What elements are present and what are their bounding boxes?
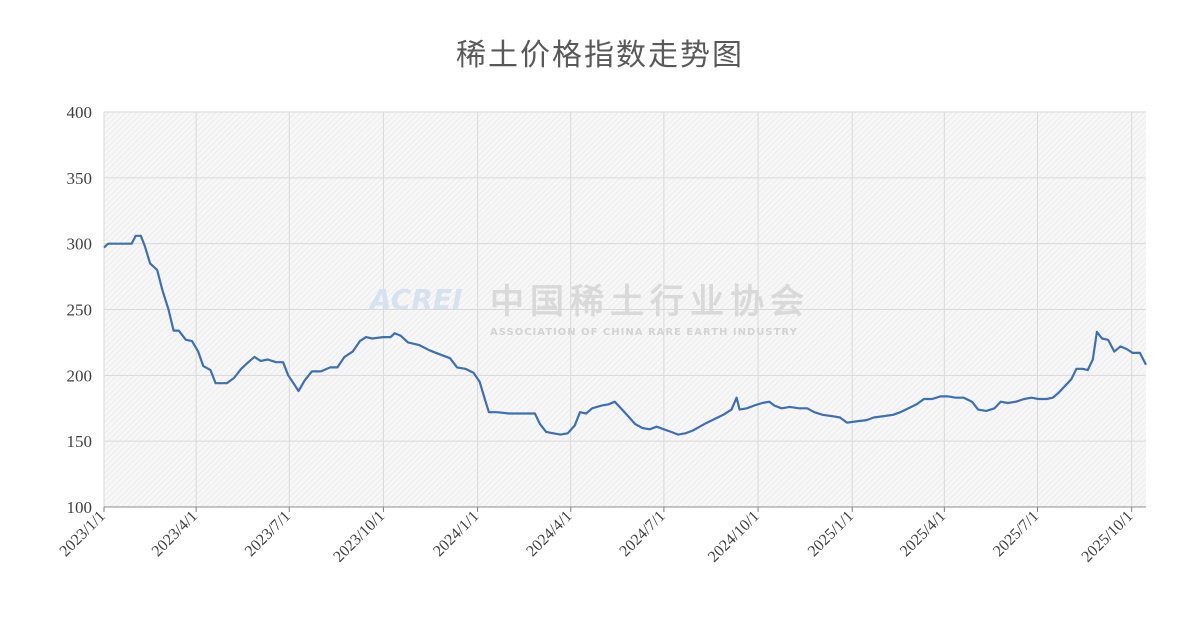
watermark-chinese-name: 中国稀土行业协会 xyxy=(490,282,810,322)
x-tick-label: 2025/7/1 xyxy=(990,508,1042,560)
x-tick-label: 2024/4/1 xyxy=(523,508,575,560)
y-tick-label: 200 xyxy=(67,366,93,385)
y-tick-label: 150 xyxy=(67,432,93,451)
x-tick-label: 2024/7/1 xyxy=(616,508,668,560)
y-tick-label: 100 xyxy=(67,498,93,517)
x-tick-label: 2025/10/1 xyxy=(1079,508,1137,566)
watermark-logo: ACREI xyxy=(368,283,462,316)
y-tick-label: 300 xyxy=(67,235,93,254)
y-tick-label: 250 xyxy=(67,301,93,320)
grid-lines xyxy=(103,111,1146,508)
watermark: ACREI 中国稀土行业协会 ASSOCIATION OF CHINA RARE… xyxy=(368,282,810,338)
x-tick-label: 2025/1/1 xyxy=(805,508,857,560)
y-tick-label: 400 xyxy=(67,103,93,122)
watermark-english-name: ASSOCIATION OF CHINA RARE EARTH INDUSTRY xyxy=(490,327,798,338)
chart-title: 稀土价格指数走势图 xyxy=(456,38,744,73)
x-tick-label: 2025/4/1 xyxy=(897,508,949,560)
x-tick-label: 2023/10/1 xyxy=(330,508,388,566)
x-tick-label: 2023/7/1 xyxy=(242,508,294,560)
x-tick-label: 2023/4/1 xyxy=(149,508,201,560)
x-tick-label: 2024/10/1 xyxy=(705,508,763,566)
series-line xyxy=(103,234,1147,436)
series-layer xyxy=(103,234,1147,436)
y-tick-label: 350 xyxy=(67,169,93,188)
x-tick-label: 2024/1/1 xyxy=(430,508,482,560)
